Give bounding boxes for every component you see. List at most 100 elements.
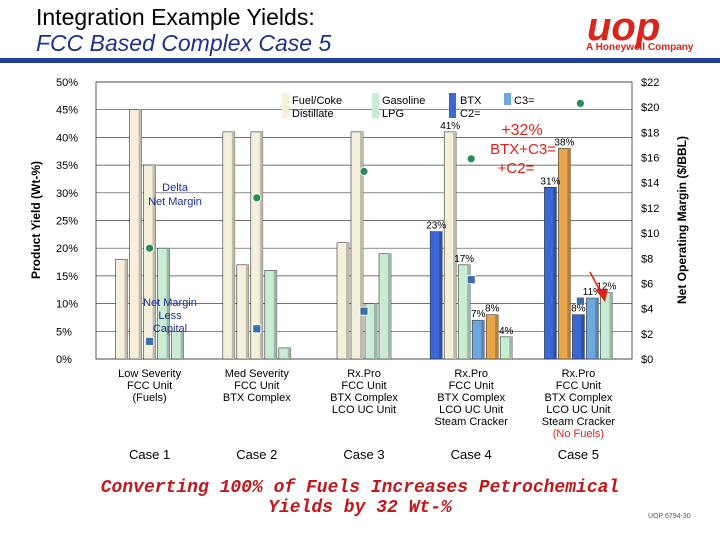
y2-tick-label: $2 [641, 329, 653, 341]
delta-margin-annotation-1: Delta [162, 182, 189, 194]
title-block: Integration Example Yields: FCC Based Co… [36, 4, 596, 56]
title-divider [0, 58, 720, 63]
bar-value-label: 7% [471, 309, 486, 320]
bar-shade [467, 264, 471, 359]
case-description-line: FCC Unit [556, 380, 601, 392]
bar-value-label: 4% [499, 326, 514, 337]
y-tick-label: 40% [56, 132, 78, 144]
uop-logo: uop [587, 6, 660, 49]
bar-groups [115, 109, 613, 360]
bar-shade [346, 242, 349, 359]
legend-swatch-gasoline [372, 93, 379, 118]
bar-value-label: 31% [540, 176, 560, 187]
y-tick-label: 5% [56, 326, 72, 338]
case-description-line: BTX Complex [330, 392, 398, 404]
delta-margin-marker [252, 193, 262, 203]
page-subtitle: FCC Based Complex Case 5 [36, 30, 332, 56]
case-description-line: BTX Complex [437, 392, 505, 404]
y2-tick-label: $16 [641, 153, 659, 165]
bar-value-labels: 23%41%17%7%8%4%31%38%8%11%12% [426, 121, 616, 337]
legend: Fuel/Coke Distillate Gasoline LPG BTX C2… [282, 93, 535, 120]
y-tick-label: 50% [56, 77, 78, 89]
legend-swatch-c3 [504, 93, 511, 105]
capital-margin-marker [359, 306, 369, 316]
delta-margin-marker [576, 99, 585, 108]
bar-shade [453, 131, 457, 359]
y-tick-label: 45% [56, 105, 78, 117]
bar-shade [152, 165, 156, 359]
case-description-line: FCC Unit [234, 380, 279, 392]
bar-shade [581, 314, 585, 359]
legend-label-gasoline: Gasoline [382, 95, 425, 107]
case-description-line: Steam Cracker [542, 416, 616, 428]
bar-shade [439, 231, 443, 359]
y2-tick-label: $20 [641, 102, 659, 114]
y-tick-label: 15% [56, 271, 78, 283]
y2-tick-label: $10 [641, 228, 659, 240]
bar-shade [509, 336, 513, 359]
conclusion-text: Converting 100% of Fuels Increases Petro… [60, 478, 660, 518]
bar-shade [124, 259, 128, 359]
bar-shade [231, 131, 235, 359]
bar-shade [609, 292, 613, 359]
page-title: Integration Example Yields: [36, 4, 315, 30]
gridlines [96, 81, 632, 360]
bar-shade [388, 253, 391, 359]
case-description-line: LCO UC Unit [546, 404, 610, 416]
case-description-line: Rx.Pro [562, 368, 596, 380]
document-id: UOP 6794-30 [648, 513, 691, 520]
case-description-line: LCO UC Unit [332, 404, 396, 416]
case-description-line: FCC Unit [449, 380, 494, 392]
case-description-line: FCC Unit [127, 380, 172, 392]
delta-margin-annotation-2: Net Margin [148, 196, 202, 208]
capital-margin-marker [576, 296, 585, 306]
case-description-line: Rx.Pro [347, 368, 381, 380]
y2-tick-label: $22 [641, 77, 659, 89]
bar-value-label: 38% [554, 137, 574, 148]
case-name: Case 5 [558, 447, 599, 462]
case-name: Case 4 [451, 447, 492, 462]
bar-value-label: 12% [596, 282, 616, 293]
case-description-line: FCC Unit [341, 380, 386, 392]
delta-margin-marker [466, 154, 476, 164]
capital-margin-marker [252, 324, 262, 334]
capital-margin-annotation-2: Less [158, 310, 182, 322]
bar-shade [138, 109, 142, 359]
y-tick-label: 10% [56, 299, 78, 311]
y-axis-title: Product Yield (Wt-%) [29, 161, 43, 279]
legend-label-fuel-2: Distillate [292, 108, 334, 120]
conclusion-line-2: Yields by 32 Wt-% [268, 498, 452, 518]
bar-value-label: 41% [440, 121, 460, 132]
conclusion-line-1: Converting 100% of Fuels Increases Petro… [100, 478, 620, 498]
case-name: Case 1 [129, 447, 170, 462]
y2-axis-title: Net Operating Margin ($/BBL) [675, 136, 689, 304]
y2-tick-label: $4 [641, 304, 653, 316]
legend-label-fuel: Fuel/Coke [292, 95, 342, 107]
y-tick-label: 20% [56, 243, 78, 255]
case-description-line: BTX Complex [544, 392, 612, 404]
callout-line2: BTX+C3= [490, 141, 556, 158]
legend-swatch-btx [449, 93, 456, 118]
logo-text: uop [587, 6, 660, 49]
case-description-line: Steam Cracker [435, 416, 509, 428]
y2-tick-label: $14 [641, 178, 659, 190]
bar-shade [374, 303, 377, 359]
y2-axis-ticks: $0 $2 $4 $6 $8 $10 $12 $14 $16 $18 $20 $22 [641, 77, 659, 366]
y2-tick-label: $12 [641, 203, 659, 215]
case-description-line: BTX Complex [223, 392, 291, 404]
bar-shade [245, 264, 249, 359]
bar-shade [495, 314, 499, 359]
y-tick-label: 35% [56, 160, 78, 172]
bar-value-label: 23% [426, 221, 446, 232]
callout-pct: +32% [501, 122, 542, 139]
bar-value-label: 8% [485, 304, 500, 315]
legend-label-btx: BTX [460, 95, 482, 107]
bar-shade [481, 320, 485, 359]
capital-margin-annotation-1: Net Margin [143, 297, 197, 309]
bar-shade [287, 347, 291, 359]
case-description-line: Low Severity [118, 368, 181, 380]
delta-margin-marker [359, 166, 369, 176]
bar-shade [553, 187, 557, 359]
